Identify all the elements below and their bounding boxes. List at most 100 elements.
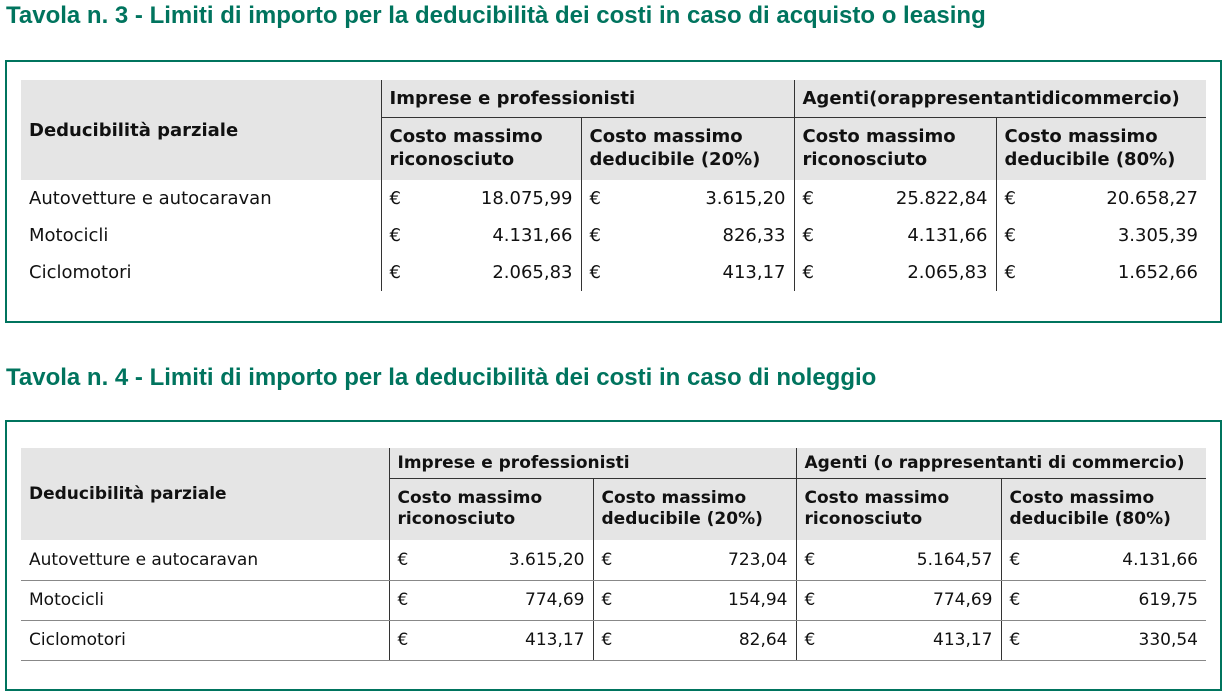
header-row: Deducibilità parziale Imprese e professio… — [21, 448, 1206, 540]
value-cell: €619,75 — [1000, 580, 1206, 621]
value-cell: €4.131,66 — [1000, 540, 1206, 581]
currency: € — [804, 590, 816, 610]
currency: € — [389, 188, 401, 209]
table-box: Deducibilità parziale Imprese e professio… — [5, 420, 1222, 691]
group-header: Imprese e professionisti — [388, 448, 796, 479]
amount: 4.131,66 — [1122, 549, 1198, 570]
amount: 154,94 — [728, 590, 788, 610]
value-cell: €25.822,84 — [793, 180, 996, 217]
currency: € — [804, 549, 816, 570]
value-cell: €413,17 — [580, 254, 794, 291]
header-row: Costo massimo riconosciuto Costo massimo … — [21, 117, 1206, 180]
amount: 18.075,99 — [480, 188, 573, 209]
value-cell: €723,04 — [592, 540, 796, 581]
amount: 2.065,83 — [907, 262, 988, 283]
row-label: Autovetture e autocaravan — [29, 188, 272, 209]
currency: € — [1009, 630, 1021, 650]
group-header: Agenti (o rappresentanti di commercio) — [795, 448, 1206, 479]
value-cell: €774,69 — [795, 580, 1001, 621]
value-cell: €2.065,83 — [793, 254, 996, 291]
value-cell: €774,69 — [388, 580, 593, 621]
column-header: Costo massimo riconosciuto — [380, 117, 581, 180]
currency: € — [802, 225, 814, 246]
value-cell: €5.164,57 — [795, 540, 1001, 581]
value-cell: €413,17 — [388, 620, 593, 661]
row-label: Motocicli — [21, 580, 389, 621]
currency: € — [589, 188, 601, 209]
column-header: Costo massimo deducibile (20%) — [592, 478, 796, 540]
value-cell: €154,94 — [592, 580, 796, 621]
amount: 4.131,66 — [907, 225, 988, 246]
amount: 330,54 — [1138, 630, 1198, 650]
group-header: Imprese e professionisti — [380, 80, 794, 118]
header-row: Costo massimo riconosciuto Costo massimo … — [21, 478, 1206, 540]
currency: € — [601, 549, 613, 570]
amount: 20.658,27 — [1106, 188, 1198, 209]
amount: 2.065,83 — [492, 262, 573, 283]
row-label: Autovetture e autocaravan — [21, 540, 389, 581]
row-label: Motocicli — [29, 225, 109, 246]
value-cell: €3.615,20 — [388, 540, 593, 581]
amount: 774,69 — [933, 590, 993, 610]
row: Autovetture e autocaravan €18.075,99 €3.61… — [21, 180, 1206, 217]
amount: 3.305,39 — [1117, 225, 1198, 246]
currency: € — [804, 630, 816, 650]
amount: 774,69 — [525, 590, 585, 610]
currency: € — [589, 225, 601, 246]
amount: 5.164,57 — [916, 549, 993, 570]
amount: 4.131,66 — [492, 225, 573, 246]
value-cell: €4.131,66 — [793, 217, 996, 254]
row-header: Deducibilità parziale — [21, 448, 389, 540]
value-cell: €20.658,27 — [995, 180, 1206, 217]
currency: € — [389, 262, 401, 283]
value-cell: €1.652,66 — [995, 254, 1206, 291]
column-header: Costo massimo deducibile (80%) — [995, 117, 1206, 180]
currency: € — [601, 590, 613, 610]
amount: 3.615,20 — [508, 549, 585, 570]
group-header: Agenti(orappresentantidicommercio) — [793, 80, 1206, 118]
table-title: Tavola n. 4 - Limiti di importo per la d… — [6, 364, 877, 391]
currency: € — [397, 590, 409, 610]
row-label: Ciclomotori — [21, 620, 389, 661]
value-cell: €2.065,83 — [380, 254, 581, 291]
value-cell: €3.305,39 — [995, 217, 1206, 254]
column-header: Costo massimo riconosciuto — [388, 478, 593, 540]
amount: 82,64 — [738, 630, 788, 650]
row: Motocicli €774,69 €154,94 €774,69 €619,75 — [21, 580, 1206, 621]
value-cell: €826,33 — [580, 217, 794, 254]
amount: 723,04 — [728, 549, 788, 570]
value-cell: €413,17 — [795, 620, 1001, 661]
row: Motocicli €4.131,66 €826,33 €4.131,66 €3.305… — [21, 217, 1206, 254]
row: Ciclomotori €2.065,83 €413,17 €2.065,83 €1.6… — [21, 254, 1206, 291]
column-header: Costo massimo deducibile (80%) — [1000, 478, 1206, 540]
currency: € — [1009, 590, 1021, 610]
currency: € — [397, 630, 409, 650]
amount: 25.822,84 — [895, 188, 988, 209]
amount: 619,75 — [1138, 590, 1198, 610]
currency: € — [601, 630, 613, 650]
value-cell: €4.131,66 — [380, 217, 581, 254]
row: Autovetture e autocaravan €3.615,20 €723,0… — [21, 540, 1206, 581]
amount: 413,17 — [722, 262, 786, 283]
table-box: Deducibilità parziale Imprese e professio… — [5, 60, 1222, 323]
currency: € — [1009, 549, 1021, 570]
currency: € — [397, 549, 409, 570]
currency: € — [389, 225, 401, 246]
column-header: Costo massimo riconosciuto — [793, 117, 996, 180]
value-cell: €330,54 — [1000, 620, 1206, 661]
currency: € — [1004, 188, 1016, 209]
header-row: Deducibilità parziale Imprese e professio… — [21, 80, 1206, 180]
currency: € — [802, 262, 814, 283]
currency: € — [589, 262, 601, 283]
value-cell: €82,64 — [592, 620, 796, 661]
data-table: Deducibilità parziale Imprese e professio… — [21, 448, 1206, 661]
amount: 3.615,20 — [705, 188, 786, 209]
currency: € — [802, 188, 814, 209]
amount: 1.652,66 — [1117, 262, 1198, 283]
value-cell: €18.075,99 — [380, 180, 581, 217]
amount: 826,33 — [722, 225, 786, 246]
currency: € — [1004, 225, 1016, 246]
column-header: Costo massimo riconosciuto — [795, 478, 1001, 540]
amount: 413,17 — [933, 630, 993, 650]
